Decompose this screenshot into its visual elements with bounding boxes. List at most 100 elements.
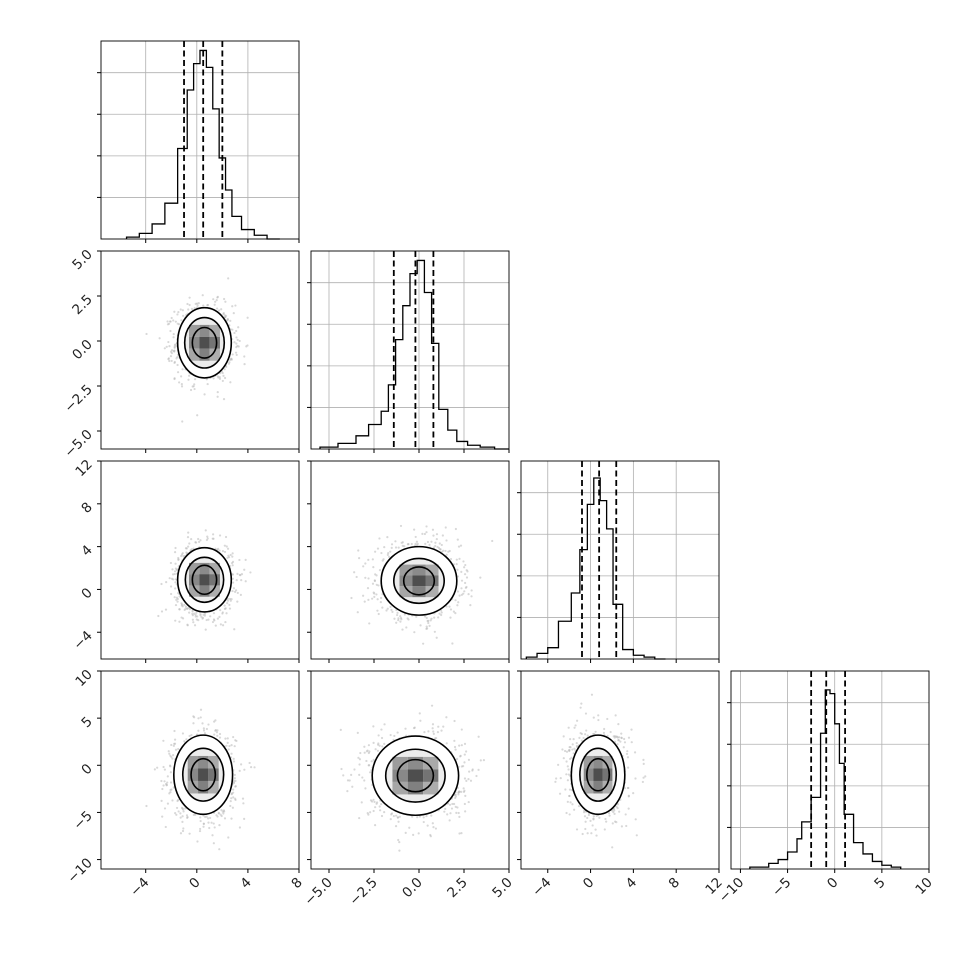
scatter-point [230,797,233,800]
scatter-point [238,826,241,829]
scatter-point [168,764,172,767]
scatter-point [464,563,467,567]
scatter-point [223,368,226,371]
scatter-point [186,623,189,626]
scatter-point [175,806,179,810]
scatter-point [224,316,227,319]
scatter-point [229,381,232,384]
scatter-point [424,542,427,545]
scatter-point [389,550,392,553]
scatter-panel [310,670,510,870]
scatter-point [177,810,180,813]
scatter-point [226,319,229,322]
scatter-point [169,585,173,588]
scatter-point [400,541,403,544]
density-cell [209,574,220,586]
scatter-point [221,549,225,553]
scatter-point [204,815,207,819]
scatter-point [426,619,429,623]
scatter-point [176,363,179,367]
scatter-point [188,303,191,307]
density-cell [187,780,199,794]
scatter-point [223,550,227,554]
scatter-point [235,336,238,339]
scatter-point [226,547,230,550]
density-cell [199,324,210,337]
scatter-point [380,551,383,555]
scatter-point [199,827,202,831]
scatter-point [192,621,195,624]
contour-line [190,757,217,792]
scatter-point [457,601,460,604]
scatter-point [162,739,165,742]
scatter-point [240,763,243,766]
scatter-point [399,524,403,528]
scatter-point [173,551,177,554]
scatter-point [372,758,375,761]
scatter-point [224,300,227,303]
density-cell [198,768,209,781]
scatter-point [448,549,451,553]
scatter-point [168,577,171,580]
scatter-point [174,581,177,584]
density-cell [188,336,200,349]
scatter-point [415,540,419,543]
scatter-point [438,612,441,615]
scatter-point [169,771,172,774]
scatter-point [432,730,435,733]
histogram-panel [307,250,510,450]
scatter-point [227,277,230,280]
scatter-point [218,848,221,851]
scatter-point [444,526,447,529]
scatter-point [235,342,238,345]
scatter-point [430,617,433,620]
histogram-panel [727,670,930,870]
scatter-point [430,704,434,707]
scatter-point [376,609,379,612]
scatter-point [173,738,177,741]
scatter-point [456,757,459,761]
scatter-point [160,779,163,783]
scatter-point [173,572,176,576]
scatter-point [353,768,356,771]
scatter-point [180,375,183,378]
scatter-point [199,819,202,823]
scatter-point [425,616,428,620]
scatter-point [253,766,256,769]
scatter-point [449,608,453,611]
scatter-point [177,558,180,561]
scatter-point [170,316,173,320]
scatter-point [211,834,214,837]
scatter-point [432,546,435,549]
scatter-point [399,620,402,623]
scatter-point [189,388,193,392]
scatter-point [174,570,177,573]
scatter-point [455,563,458,566]
density-cell [188,585,200,597]
scatter-point [401,628,404,631]
scatter-point [165,581,168,584]
scatter-point [193,306,196,310]
scatter-point [153,768,156,771]
scatter-point [466,570,469,573]
panel-content [145,708,256,851]
scatter-point [231,353,234,356]
scatter-point [231,328,234,331]
scatter-point [157,614,160,618]
scatter-point [244,558,247,561]
scatter-point [464,581,467,585]
scatter-point [456,568,459,571]
scatter-point [170,359,173,363]
scatter-point [217,309,221,312]
scatter-point [383,546,386,549]
scatter-point [174,603,178,607]
scatter-point [440,613,443,617]
scatter-point [440,543,443,547]
scatter-point [229,800,232,803]
scatter-point [145,804,148,808]
scatter-point [433,616,436,619]
scatter-point [465,750,468,753]
scatter-point [203,614,207,617]
scatter-point [232,735,235,739]
scatter-point [249,765,253,769]
